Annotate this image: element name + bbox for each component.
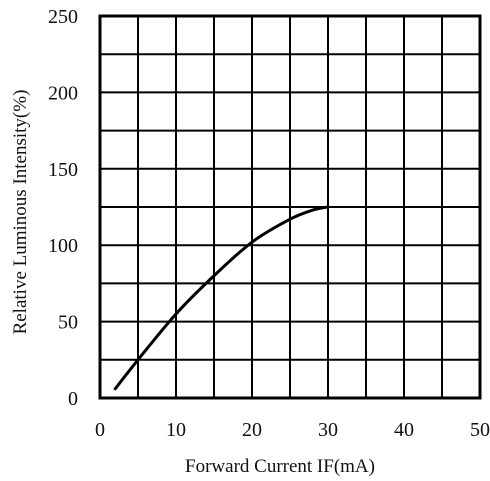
x-tick-label: 0 <box>95 419 105 441</box>
x-tick-label: 30 <box>318 419 338 441</box>
y-tick-label: 200 <box>48 82 78 104</box>
y-tick-label: 250 <box>48 6 78 28</box>
grid <box>100 16 480 398</box>
y-tick-label: 100 <box>48 235 78 257</box>
series-line <box>113 205 330 391</box>
x-tick-label: 10 <box>166 419 186 441</box>
x-tick-labels: 0 10 20 30 40 50 <box>95 419 490 441</box>
x-axis-label: Forward Current IF(mA) <box>185 456 375 477</box>
plot-frame <box>98 14 482 400</box>
x-tick-label: 40 <box>394 419 414 441</box>
y-tick-label: 150 <box>48 159 78 181</box>
y-tick-label: 0 <box>68 388 78 410</box>
x-tick-label: 20 <box>242 419 262 441</box>
y-axis-label: Relative Luminous Intensity(%) <box>10 90 31 335</box>
x-tick-label: 50 <box>470 419 490 441</box>
y-tick-label: 50 <box>58 312 78 334</box>
y-tick-labels: 0 50 100 150 200 250 <box>48 6 78 410</box>
